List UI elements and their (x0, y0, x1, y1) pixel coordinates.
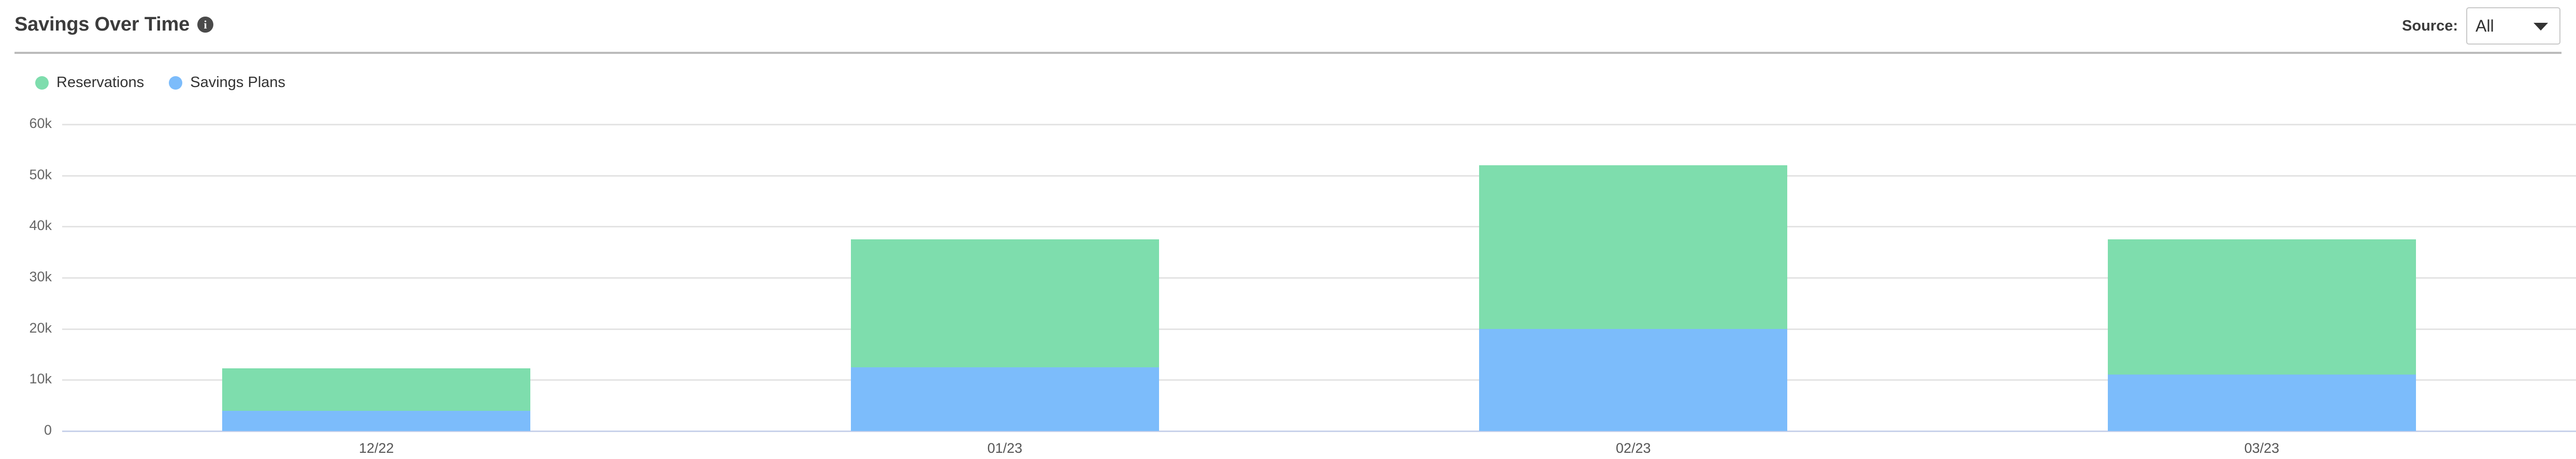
source-filter-label: Source: (2402, 17, 2458, 34)
chart-legend: Reservations Savings Plans (35, 74, 285, 91)
gridline (62, 431, 2576, 432)
bar-segment-reservations[interactable] (850, 239, 1159, 367)
bar-stack[interactable] (1479, 165, 1788, 431)
bar-segment-reservations[interactable] (1479, 165, 1788, 329)
card-header: Savings Over Time i Source: All (0, 0, 2576, 52)
header-divider (15, 52, 2561, 54)
legend-item-reservations[interactable]: Reservations (35, 74, 144, 91)
bar-stack[interactable] (222, 368, 531, 431)
bar-segment-savings-plans[interactable] (1479, 328, 1788, 431)
x-axis-tick-label: 02/23 (1615, 440, 1651, 456)
legend-dot-savings-plans (169, 76, 183, 90)
source-filter-value: All (2476, 17, 2494, 35)
bar-segment-reservations[interactable] (222, 368, 531, 411)
gridline (62, 226, 2576, 228)
gridline (62, 175, 2576, 177)
gridline (62, 379, 2576, 381)
x-axis-tick-label: 03/23 (2244, 440, 2280, 456)
x-axis-tick-label: 12/22 (358, 440, 394, 456)
source-filter-select[interactable]: All (2466, 7, 2560, 45)
legend-dot-reservations (35, 76, 49, 90)
legend-item-savings-plans[interactable]: Savings Plans (169, 74, 285, 91)
bar-segment-savings-plans[interactable] (850, 367, 1159, 431)
gridline (62, 328, 2576, 330)
bar-segment-savings-plans[interactable] (222, 410, 531, 431)
legend-label-savings-plans: Savings Plans (190, 74, 286, 91)
bar-stack[interactable] (850, 239, 1159, 431)
legend-label-reservations: Reservations (56, 74, 144, 91)
y-axis-tick-label: 10k (29, 371, 52, 387)
gridline (62, 124, 2576, 125)
info-icon[interactable]: i (197, 17, 214, 33)
bar-segment-savings-plans[interactable] (2107, 375, 2416, 431)
gridline (62, 277, 2576, 279)
y-axis-tick-label: 30k (29, 269, 52, 284)
chevron-down-icon (2534, 23, 2548, 31)
y-axis-tick-label: 50k (29, 166, 52, 182)
y-axis-tick-label: 0 (44, 422, 52, 438)
y-axis-tick-label: 40k (29, 218, 52, 234)
x-axis-tick-label: 01/23 (987, 440, 1023, 456)
page-title: Savings Over Time (15, 13, 190, 35)
card-header-left: Savings Over Time i (15, 13, 214, 36)
y-axis-tick-label: 20k (29, 320, 52, 336)
y-axis-tick-label: 60k (29, 116, 52, 131)
bar-stack[interactable] (2107, 239, 2416, 431)
card-header-right: Source: All (2402, 7, 2560, 45)
bar-segment-reservations[interactable] (2107, 239, 2416, 375)
